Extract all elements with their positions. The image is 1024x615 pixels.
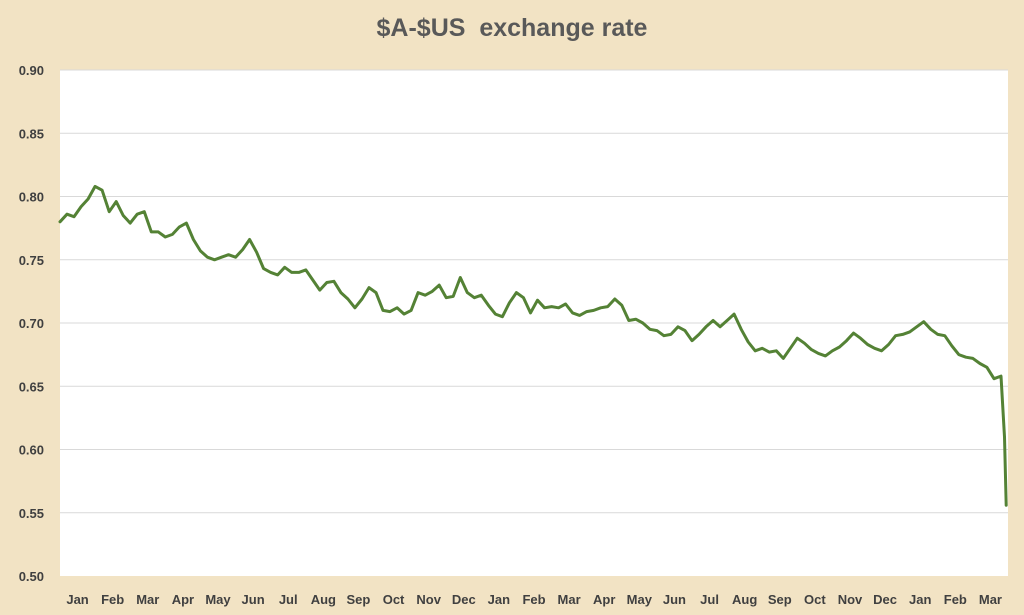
x-tick-label: Jul: [279, 592, 298, 607]
x-tick-label: Jan: [66, 592, 88, 607]
x-tick-label: May: [627, 592, 653, 607]
y-tick-label: 0.80: [19, 190, 44, 205]
x-tick-label: Mar: [979, 592, 1002, 607]
x-tick-label: Aug: [311, 592, 336, 607]
x-tick-label: Jun: [242, 592, 265, 607]
y-tick-label: 0.65: [19, 379, 44, 394]
gridlines: [60, 69, 1008, 514]
y-tick-label: 0.90: [19, 63, 44, 78]
x-tick-label: Sep: [768, 592, 792, 607]
x-tick-label: Dec: [452, 592, 476, 607]
x-tick-label: Oct: [804, 592, 826, 607]
x-axis-ticks: Jan Feb Mar Apr May Jun Jul Aug Sep Oct Nov Dec Jan F…: [66, 592, 1002, 607]
y-tick-label: 0.85: [19, 126, 44, 141]
x-tick-label: Aug: [732, 592, 757, 607]
x-tick-label: Feb: [101, 592, 124, 607]
x-tick-label: Dec: [873, 592, 897, 607]
x-tick-label: May: [205, 592, 231, 607]
y-tick-label: 0.55: [19, 506, 44, 521]
x-tick-label: Feb: [522, 592, 545, 607]
chart-title: $A-$US exchange rate: [376, 14, 648, 42]
x-tick-label: Feb: [944, 592, 967, 607]
x-tick-label: Apr: [172, 592, 194, 607]
x-tick-label: Jan: [488, 592, 510, 607]
x-tick-label: Jul: [700, 592, 719, 607]
y-tick-label: 0.50: [19, 569, 44, 584]
x-tick-label: Sep: [347, 592, 371, 607]
x-tick-label: Jun: [663, 592, 686, 607]
x-tick-label: Apr: [593, 592, 615, 607]
y-tick-label: 0.60: [19, 443, 44, 458]
x-tick-label: Oct: [383, 592, 405, 607]
x-tick-label: Mar: [136, 592, 159, 607]
exchange-rate-line: [58, 184, 1008, 507]
y-tick-label: 0.75: [19, 253, 44, 268]
y-tick-label: 0.70: [19, 316, 44, 331]
x-tick-label: Mar: [558, 592, 581, 607]
x-tick-label: Jan: [909, 592, 931, 607]
x-tick-label: Nov: [416, 592, 441, 607]
x-tick-label: Nov: [838, 592, 863, 607]
y-axis-ticks: 0.50 0.55 0.60 0.65 0.70 0.75 0.80 0.85 0.90: [19, 63, 44, 584]
